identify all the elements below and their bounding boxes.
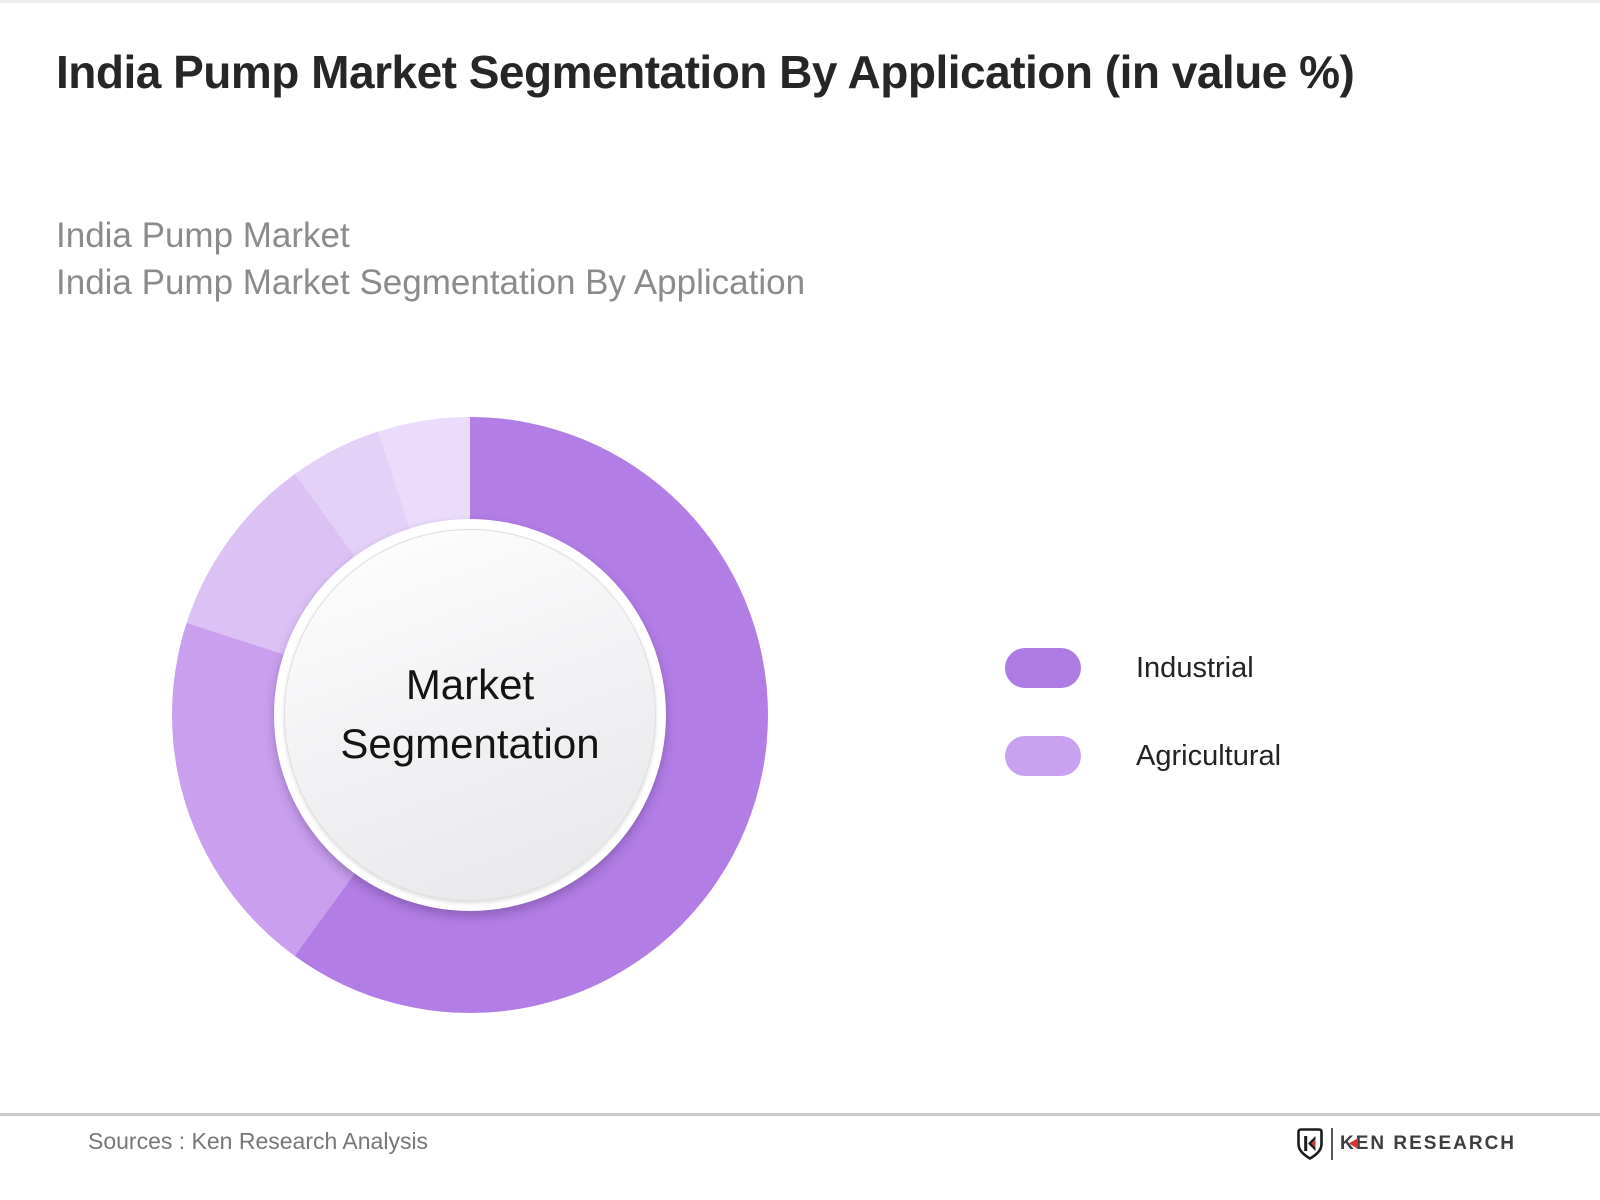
legend-swatch-industrial bbox=[1005, 648, 1081, 688]
ken-research-wordmark-text: KEN RESEARCH bbox=[1340, 1133, 1517, 1154]
top-strip bbox=[0, 0, 1600, 3]
donut-center-label: Market Segmentation bbox=[340, 661, 600, 767]
legend-label-agricultural: Agricultural bbox=[1136, 739, 1282, 772]
subtitle-line-2: India Pump Market Segmentation By Applic… bbox=[56, 263, 806, 302]
logo-separator bbox=[1331, 1128, 1333, 1160]
footer-divider bbox=[0, 1113, 1600, 1116]
legend-label-industrial: Industrial bbox=[1136, 651, 1254, 684]
legend-swatch-agricultural bbox=[1005, 736, 1081, 776]
legend: Industrial Agricultural bbox=[1005, 648, 1281, 776]
wordmark-red-accent bbox=[1349, 1138, 1358, 1149]
ken-research-shield-icon bbox=[1297, 1128, 1323, 1160]
page-title: India Pump Market Segmentation By Applic… bbox=[56, 46, 1355, 98]
legend-item-industrial: Industrial bbox=[1005, 648, 1281, 688]
shield-red-accent bbox=[1311, 1139, 1316, 1148]
legend-item-agricultural: Agricultural bbox=[1005, 736, 1281, 776]
chart-subtitle: India Pump Market India Pump Market Segm… bbox=[56, 212, 805, 306]
ken-research-logo: KEN RESEARCH bbox=[1297, 1124, 1516, 1164]
ken-research-wordmark: KEN RESEARCH bbox=[1340, 1133, 1516, 1155]
donut-center-circle: Market Segmentation bbox=[284, 529, 656, 901]
subtitle-line-1: India Pump Market bbox=[56, 216, 350, 255]
sources-text: Sources : Ken Research Analysis bbox=[88, 1128, 429, 1154]
donut-chart: Market Segmentation bbox=[172, 417, 768, 1013]
